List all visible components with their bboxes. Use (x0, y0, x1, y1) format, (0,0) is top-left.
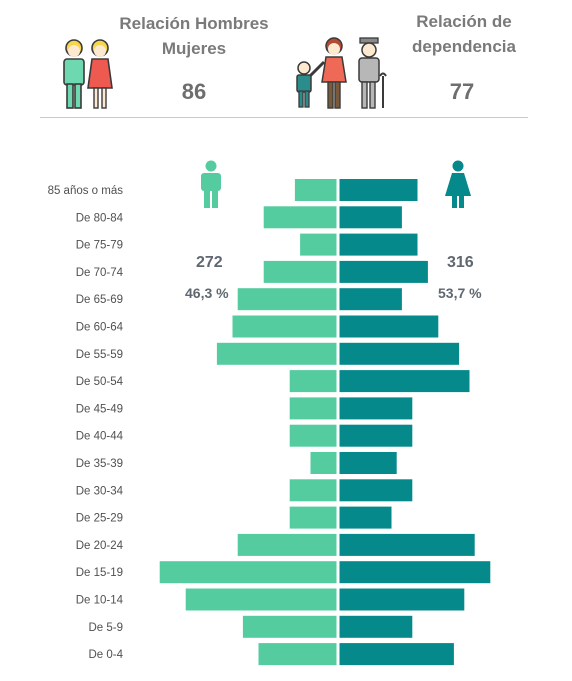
woman-icon (442, 160, 474, 208)
age-group-label: De 30-34 (76, 485, 124, 497)
women-bar[interactable] (339, 506, 392, 529)
women-bar[interactable] (339, 452, 397, 474)
men-bar[interactable] (289, 424, 337, 447)
age-group-label: De 70-74 (76, 267, 124, 279)
age-group-label: De 35-39 (76, 458, 123, 470)
age-group-label: De 10-14 (76, 595, 124, 607)
women-bar[interactable] (339, 233, 418, 256)
women-bar[interactable] (339, 588, 465, 611)
age-group-label: De 50-54 (76, 376, 124, 388)
women-bar[interactable] (339, 206, 402, 229)
women-bar[interactable] (339, 615, 413, 638)
men-bar[interactable] (237, 288, 337, 311)
men-bar[interactable] (289, 479, 337, 502)
age-group-label: De 20-24 (76, 540, 124, 552)
women-bar[interactable] (339, 370, 470, 393)
men-count: 272 (196, 254, 223, 271)
age-group-label: De 0-4 (88, 649, 123, 661)
women-bar[interactable] (339, 315, 439, 338)
age-group-label: De 40-44 (76, 431, 124, 443)
women-bar[interactable] (339, 424, 413, 447)
women-bar[interactable] (339, 479, 413, 502)
age-group-label: De 75-79 (76, 240, 123, 252)
age-group-label: De 5-9 (88, 622, 123, 634)
women-count: 316 (447, 254, 474, 271)
women-bar[interactable] (339, 342, 460, 365)
men-bar[interactable] (289, 397, 337, 420)
women-bar[interactable] (339, 288, 402, 311)
men-bar[interactable] (242, 615, 337, 638)
men-bar[interactable] (216, 342, 337, 365)
men-percentage: 46,3 % (185, 285, 229, 301)
men-bar[interactable] (294, 179, 337, 201)
men-bar[interactable] (232, 315, 337, 338)
women-bar[interactable] (339, 533, 475, 556)
women-bar[interactable] (339, 179, 418, 201)
men-bar[interactable] (258, 643, 337, 666)
age-group-label: De 15-19 (76, 567, 123, 579)
men-bar[interactable] (310, 452, 337, 474)
sex-ratio-title: Relación Hombres Mujeres (119, 14, 269, 58)
header-divider (40, 117, 528, 118)
men-bar[interactable] (289, 506, 337, 529)
sex-ratio-value: 86 (181, 79, 207, 104)
men-bar[interactable] (289, 370, 337, 393)
dependency-ratio-value: 77 (449, 79, 475, 104)
couple-icon (56, 36, 118, 112)
men-bar[interactable] (185, 588, 337, 611)
women-bar[interactable] (339, 397, 413, 420)
family-icon (292, 36, 390, 112)
men-bar[interactable] (159, 561, 337, 584)
women-percentage: 53,7 % (438, 285, 482, 301)
men-bar[interactable] (237, 533, 337, 556)
age-group-label: De 25-29 (76, 513, 123, 525)
man-icon (195, 160, 227, 208)
men-bar[interactable] (300, 233, 337, 256)
age-group-label: De 45-49 (76, 403, 123, 415)
men-bar[interactable] (263, 260, 337, 283)
women-bar[interactable] (339, 643, 454, 666)
age-group-label: De 80-84 (76, 212, 124, 224)
women-bar[interactable] (339, 561, 491, 584)
women-bar[interactable] (339, 260, 428, 283)
age-group-label: De 55-59 (76, 349, 123, 361)
men-bar[interactable] (263, 206, 337, 229)
dependency-ratio-title: Relación de dependencia (412, 12, 516, 56)
age-group-label: De 60-64 (76, 322, 124, 334)
age-group-label: 85 años o más (48, 185, 124, 197)
age-group-label: De 65-69 (76, 294, 123, 306)
